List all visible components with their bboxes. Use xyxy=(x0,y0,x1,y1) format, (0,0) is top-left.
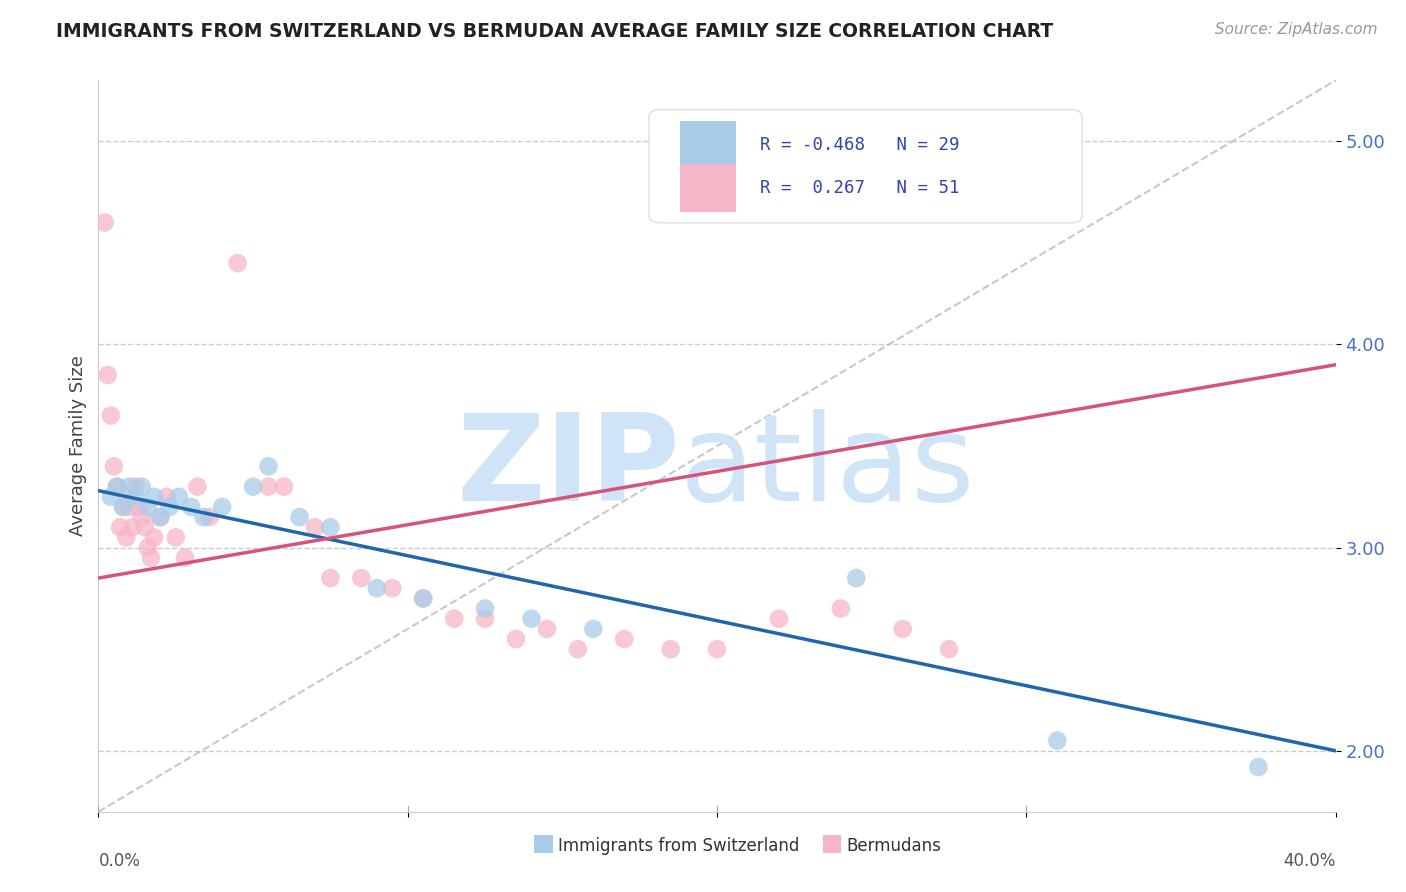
Point xyxy=(288,510,311,524)
Bar xyxy=(681,164,735,211)
Point xyxy=(136,500,159,514)
Point xyxy=(149,510,172,524)
Text: ZIP: ZIP xyxy=(456,409,681,526)
Point xyxy=(128,500,150,514)
Point xyxy=(706,642,728,657)
Point xyxy=(118,480,141,494)
Point xyxy=(112,500,135,514)
Text: atlas: atlas xyxy=(681,409,976,526)
Point xyxy=(134,520,156,534)
Text: Bermudans: Bermudans xyxy=(846,837,941,855)
Text: Source: ZipAtlas.com: Source: ZipAtlas.com xyxy=(1215,22,1378,37)
Point xyxy=(115,530,138,544)
Point xyxy=(443,612,465,626)
Bar xyxy=(681,120,735,169)
Point xyxy=(242,480,264,494)
Point xyxy=(112,500,135,514)
Point xyxy=(536,622,558,636)
Point xyxy=(124,490,146,504)
Point xyxy=(108,520,131,534)
Text: R =  0.267   N = 51: R = 0.267 N = 51 xyxy=(761,179,960,197)
Point xyxy=(366,581,388,595)
Point xyxy=(768,612,790,626)
Point xyxy=(93,215,115,229)
Point xyxy=(582,622,605,636)
Point xyxy=(273,480,295,494)
Point xyxy=(938,642,960,657)
Text: R = -0.468   N = 29: R = -0.468 N = 29 xyxy=(761,136,960,153)
Point xyxy=(139,550,162,565)
Point xyxy=(381,581,404,595)
Point xyxy=(567,642,589,657)
Point xyxy=(319,571,342,585)
Point xyxy=(613,632,636,646)
Point xyxy=(124,480,146,494)
Point xyxy=(165,530,187,544)
Point xyxy=(121,520,143,534)
Point xyxy=(257,480,280,494)
Point xyxy=(474,601,496,615)
Point xyxy=(97,368,120,382)
Point xyxy=(103,459,125,474)
Point xyxy=(186,480,208,494)
Point xyxy=(118,500,141,514)
Text: IMMIGRANTS FROM SWITZERLAND VS BERMUDAN AVERAGE FAMILY SIZE CORRELATION CHART: IMMIGRANTS FROM SWITZERLAND VS BERMUDAN … xyxy=(56,22,1053,41)
Point xyxy=(100,409,122,423)
Point xyxy=(174,550,197,565)
Point xyxy=(136,541,159,555)
Point xyxy=(505,632,527,646)
Point xyxy=(131,510,153,524)
Text: 40.0%: 40.0% xyxy=(1284,852,1336,870)
Point xyxy=(193,510,215,524)
Point xyxy=(520,612,543,626)
Text: Immigrants from Switzerland: Immigrants from Switzerland xyxy=(558,837,800,855)
Point xyxy=(131,480,153,494)
Point xyxy=(100,490,122,504)
Point xyxy=(412,591,434,606)
Point xyxy=(105,480,128,494)
Point xyxy=(211,500,233,514)
Point xyxy=(226,256,249,270)
Point xyxy=(891,622,914,636)
Point xyxy=(180,500,202,514)
Point xyxy=(105,480,128,494)
Y-axis label: Average Family Size: Average Family Size xyxy=(69,356,87,536)
Point xyxy=(350,571,373,585)
Point xyxy=(167,490,190,504)
Point xyxy=(304,520,326,534)
Point xyxy=(474,612,496,626)
Point xyxy=(1046,733,1069,747)
Point xyxy=(319,520,342,534)
Point xyxy=(659,642,682,657)
Point xyxy=(1247,760,1270,774)
Point xyxy=(149,510,172,524)
Point xyxy=(143,530,166,544)
Point xyxy=(159,500,181,514)
Point xyxy=(830,601,852,615)
Point xyxy=(155,490,177,504)
Text: 0.0%: 0.0% xyxy=(98,852,141,870)
Point xyxy=(257,459,280,474)
FancyBboxPatch shape xyxy=(650,110,1083,223)
Point xyxy=(845,571,868,585)
Point xyxy=(412,591,434,606)
Point xyxy=(143,490,166,504)
Point xyxy=(198,510,221,524)
